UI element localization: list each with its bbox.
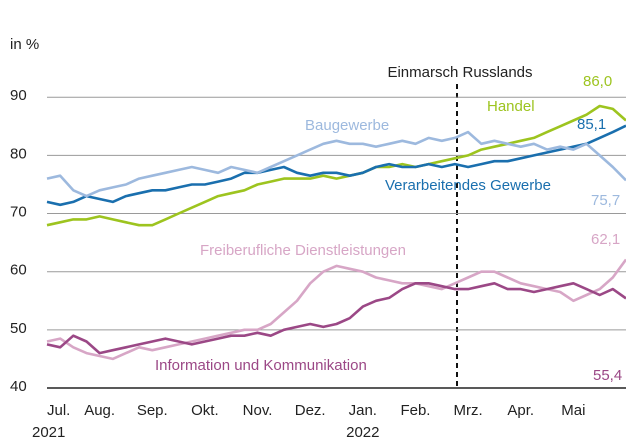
y-tick-label: 70 [10, 204, 27, 221]
series-line [46, 104, 626, 227]
value-label: 75,7 [591, 192, 620, 209]
x-tick-label: Dez. [295, 402, 326, 419]
x-tick-label: Feb. [400, 402, 430, 419]
x-tick-label: Mai [561, 402, 585, 419]
series-label: Baugewerbe [305, 117, 389, 134]
x-tick-label: Jan. [349, 402, 377, 419]
x-tick-label: Apr. [507, 402, 534, 419]
year-label: 2021 [32, 424, 65, 441]
series-label: Freiberufliche Dienstleistungen [200, 242, 406, 259]
series-label: Handel [487, 98, 535, 115]
x-tick-label: Aug. [84, 402, 115, 419]
x-tick-label: Okt. [191, 402, 219, 419]
value-label: 85,1 [577, 116, 606, 133]
x-tick-label: Nov. [243, 402, 273, 419]
y-tick-label: 50 [10, 320, 27, 337]
series-line [46, 124, 626, 207]
value-label: 86,0 [583, 73, 612, 90]
series-line [46, 130, 626, 198]
y-tick-label: 80 [10, 145, 27, 162]
series-label: Verarbeitendes Gewerbe [385, 177, 551, 194]
series-line [46, 282, 626, 355]
series-label: Information und Kommunikation [155, 357, 367, 374]
y-tick-label: 40 [10, 378, 27, 395]
y-tick-label: 90 [10, 87, 27, 104]
unit-label: in % [10, 36, 39, 53]
year-label: 2022 [346, 424, 379, 441]
annotation: Einmarsch Russlands [387, 64, 532, 81]
value-label: 55,4 [593, 367, 622, 384]
x-tick-label: Sep. [137, 402, 168, 419]
series-line [46, 258, 626, 361]
x-tick-label: Mrz. [454, 402, 483, 419]
value-label: 62,1 [591, 231, 620, 248]
y-tick-label: 60 [10, 262, 27, 279]
x-tick-label: Jul. [47, 402, 70, 419]
